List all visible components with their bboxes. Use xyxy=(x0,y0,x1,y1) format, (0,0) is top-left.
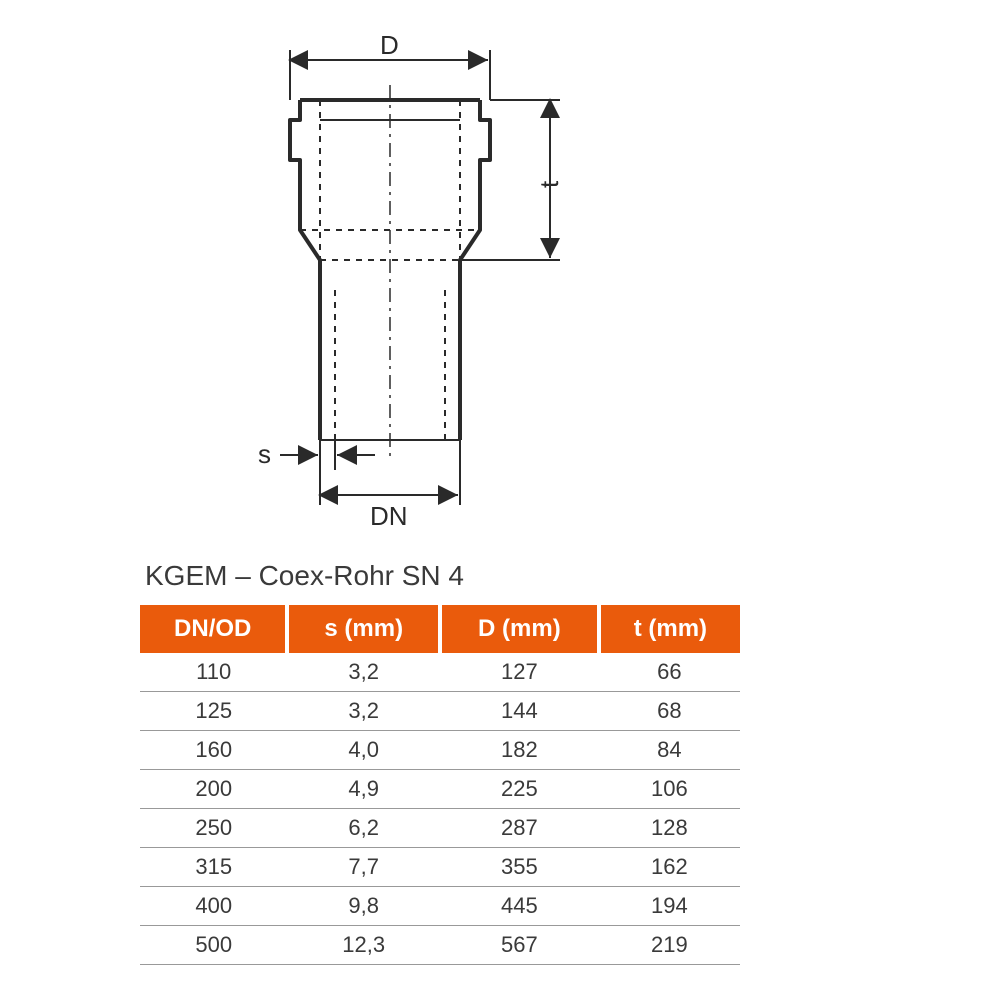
table-cell: 219 xyxy=(599,926,740,965)
table-cell: 144 xyxy=(440,692,599,731)
table-cell: 7,7 xyxy=(287,848,440,887)
table-cell: 225 xyxy=(440,770,599,809)
dim-label-DN: DN xyxy=(370,501,408,530)
dim-label-s: s xyxy=(258,439,271,469)
table-cell: 200 xyxy=(140,770,287,809)
dim-label-D: D xyxy=(380,30,399,60)
table-cell: 162 xyxy=(599,848,740,887)
table-row: 2506,2287128 xyxy=(140,809,740,848)
table-header-cell: D (mm) xyxy=(440,605,599,653)
table-cell: 182 xyxy=(440,731,599,770)
table-row: 4009,8445194 xyxy=(140,887,740,926)
table-header-cell: t (mm) xyxy=(599,605,740,653)
table-cell: 250 xyxy=(140,809,287,848)
spec-table: DN/ODs (mm)D (mm)t (mm)1103,2127661253,2… xyxy=(140,605,740,965)
table-cell: 4,9 xyxy=(287,770,440,809)
table-cell: 84 xyxy=(599,731,740,770)
table-cell: 106 xyxy=(599,770,740,809)
table-cell: 128 xyxy=(599,809,740,848)
dim-label-t: t xyxy=(534,180,564,188)
table-cell: 500 xyxy=(140,926,287,965)
table-cell: 127 xyxy=(440,653,599,692)
table-cell: 110 xyxy=(140,653,287,692)
table-cell: 160 xyxy=(140,731,287,770)
table-row: 1103,212766 xyxy=(140,653,740,692)
table-cell: 3,2 xyxy=(287,653,440,692)
table-header-cell: s (mm) xyxy=(287,605,440,653)
table-cell: 68 xyxy=(599,692,740,731)
table-cell: 12,3 xyxy=(287,926,440,965)
table-cell: 4,0 xyxy=(287,731,440,770)
table-title: KGEM – Coex-Rohr SN 4 xyxy=(145,560,464,592)
table-cell: 194 xyxy=(599,887,740,926)
table-row: 1604,018284 xyxy=(140,731,740,770)
table-row: 50012,3567219 xyxy=(140,926,740,965)
table-cell: 287 xyxy=(440,809,599,848)
table-cell: 315 xyxy=(140,848,287,887)
technical-drawing: D t s DN xyxy=(180,30,660,530)
table-cell: 445 xyxy=(440,887,599,926)
table-row: 1253,214468 xyxy=(140,692,740,731)
table-header-cell: DN/OD xyxy=(140,605,287,653)
table-row: 3157,7355162 xyxy=(140,848,740,887)
table-cell: 66 xyxy=(599,653,740,692)
table-cell: 567 xyxy=(440,926,599,965)
table-cell: 6,2 xyxy=(287,809,440,848)
table-cell: 9,8 xyxy=(287,887,440,926)
table-cell: 3,2 xyxy=(287,692,440,731)
table-row: 2004,9225106 xyxy=(140,770,740,809)
table-cell: 355 xyxy=(440,848,599,887)
table-cell: 125 xyxy=(140,692,287,731)
table-cell: 400 xyxy=(140,887,287,926)
